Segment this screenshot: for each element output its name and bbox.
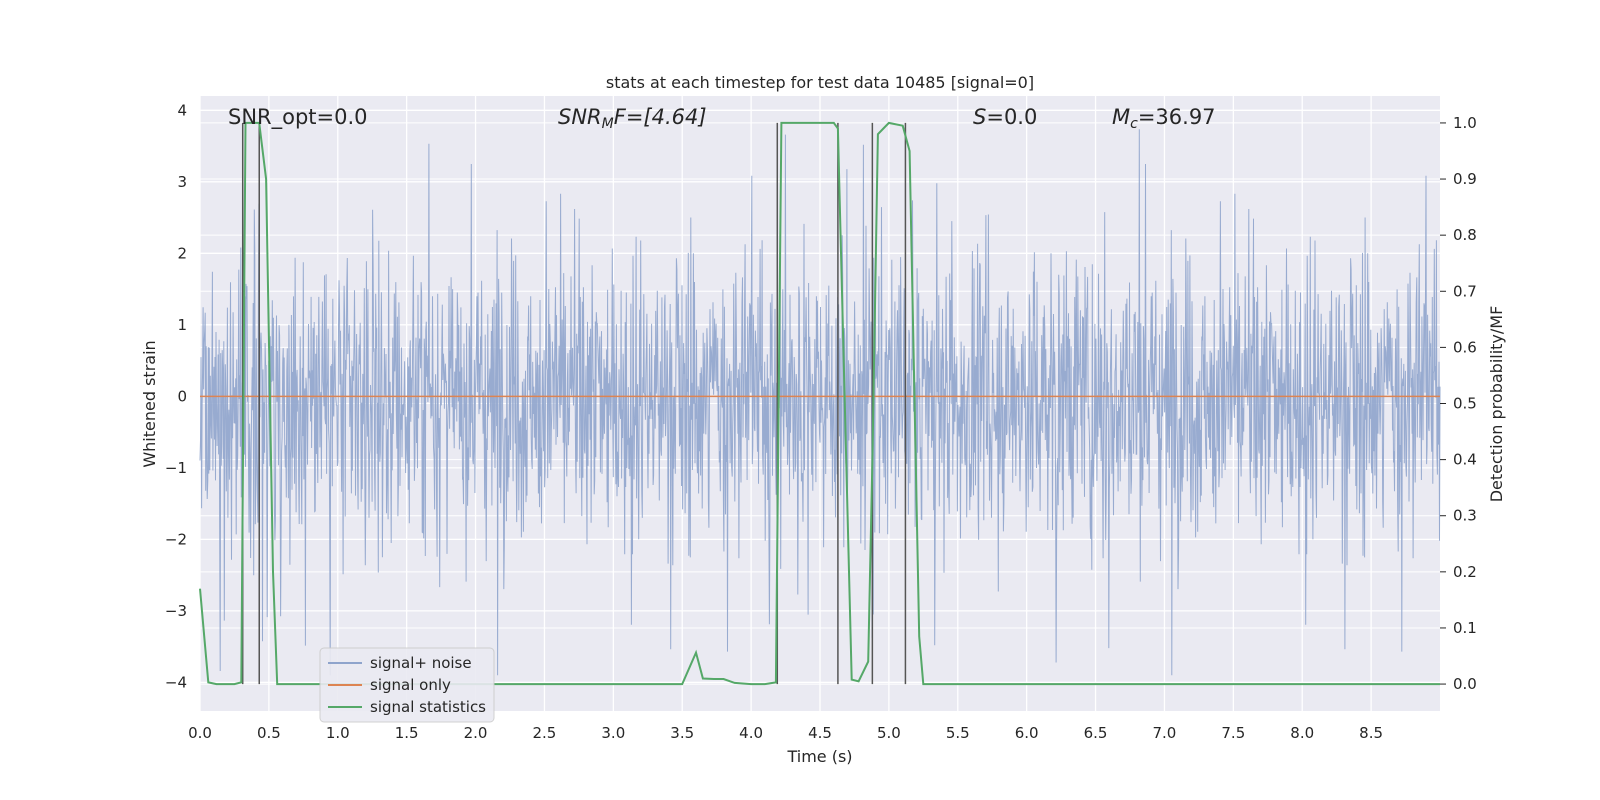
- y-left-tick-label: 1: [177, 316, 187, 334]
- y-right-tick-label: 0.5: [1453, 395, 1477, 413]
- x-tick-label: 1.0: [326, 724, 350, 742]
- x-tick-label: 7.0: [1153, 724, 1177, 742]
- x-tick-label: 3.0: [601, 724, 625, 742]
- y-left-tick-label: −2: [165, 530, 187, 548]
- y-right-tick-label: 0.3: [1453, 507, 1477, 525]
- y-right-tick-label: 0.2: [1453, 563, 1477, 581]
- annotation-mc: Mc=36.97: [1112, 105, 1216, 132]
- y-right-tick-label: 0.0: [1453, 675, 1477, 693]
- legend: signal+ noise signal only signal statist…: [319, 647, 495, 723]
- signal-noise-series: [199, 129, 1441, 676]
- x-tick-label: 8.0: [1290, 724, 1314, 742]
- legend-box: [319, 647, 495, 723]
- y-axis-label-left: Whitened strain: [140, 340, 159, 467]
- x-tick-label: 7.5: [1221, 724, 1245, 742]
- x-tick-label: 4.0: [739, 724, 763, 742]
- chart-title: stats at each timestep for test data 104…: [606, 73, 1034, 92]
- y-right-tick-label: 0.8: [1453, 226, 1477, 244]
- y-right-tick-label: 0.4: [1453, 451, 1477, 469]
- y-right-tick-label: 0.6: [1453, 338, 1477, 356]
- y-left-tick-label: 2: [177, 244, 187, 262]
- x-tick-label: 8.5: [1359, 724, 1383, 742]
- x-tick-label: 3.5: [670, 724, 694, 742]
- y-right-tick-label: 0.1: [1453, 619, 1477, 637]
- annotation-snr-opt: SNR_opt=0.0: [228, 105, 368, 130]
- legend-label-signal-statistics: signal statistics: [370, 698, 486, 716]
- y-axis-label-right: Detection probability/MF: [1487, 306, 1506, 503]
- x-tick-label: 5.5: [946, 724, 970, 742]
- x-tick-label: 1.5: [395, 724, 419, 742]
- x-tick-label: 6.5: [1084, 724, 1108, 742]
- y-left-tick-label: −3: [165, 602, 187, 620]
- y-right-tick-label: 0.9: [1453, 170, 1477, 188]
- y-left-tick-label: 4: [177, 101, 187, 119]
- y-left-tick-label: 3: [177, 173, 187, 191]
- x-tick-label: 4.5: [808, 724, 832, 742]
- annotation-snr-mf: SNRMF=[4.64]: [558, 105, 707, 132]
- annotation-s: S=0.0: [973, 105, 1037, 129]
- x-tick-label: 2.0: [464, 724, 488, 742]
- signal-statistics-line: [199, 121, 1440, 686]
- y-right-tick-label: 1.0: [1453, 114, 1477, 132]
- signal-noise-trace: [199, 129, 1441, 676]
- x-tick-label: 5.0: [877, 724, 901, 742]
- legend-label-signal-only: signal only: [370, 676, 451, 694]
- y-left-tick-label: −1: [165, 459, 187, 477]
- legend-label-signal-noise: signal+ noise: [370, 654, 472, 672]
- x-tick-label: 0.0: [188, 724, 212, 742]
- tick-labels: 0.0 0.5 1.0 1.5 2.0 2.5 3.0 3.5 4.0 4.5 5.0 5.5 6.0 6…: [165, 101, 1477, 742]
- x-axis-label: Time (s): [786, 747, 852, 766]
- y-left-tick-label: 0: [177, 387, 187, 405]
- x-tick-label: 6.0: [1015, 724, 1039, 742]
- x-tick-label: 2.5: [533, 724, 557, 742]
- y-right-tick-label: 0.7: [1453, 282, 1477, 300]
- x-tick-label: 0.5: [257, 724, 281, 742]
- y-left-tick-label: −4: [165, 673, 187, 691]
